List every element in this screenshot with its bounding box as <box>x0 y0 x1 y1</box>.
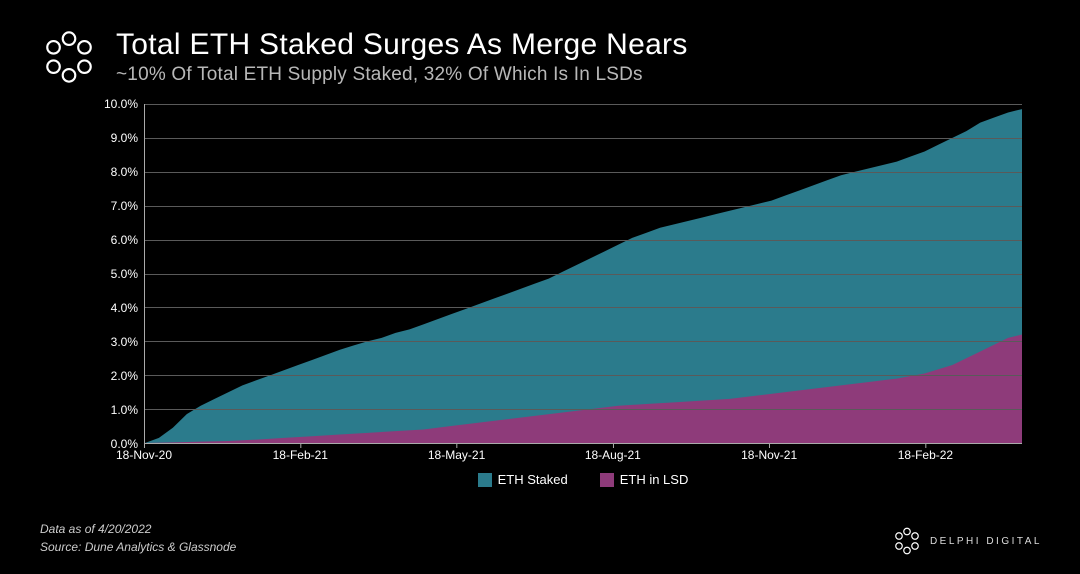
x-tick-label: 18-Aug-21 <box>585 448 641 462</box>
chart-container: Total ETH Staked Surges As Merge Nears ~… <box>0 0 1080 574</box>
brand-lockup: DELPHI DIGITAL <box>892 526 1042 556</box>
y-tick-label: 1.0% <box>111 403 138 417</box>
chart-area: 0.0%1.0%2.0%3.0%4.0%5.0%6.0%7.0%8.0%9.0%… <box>92 104 1022 444</box>
legend-label: ETH Staked <box>498 472 568 487</box>
grid-line <box>145 172 1022 173</box>
chart-title: Total ETH Staked Surges As Merge Nears <box>116 28 1040 62</box>
y-tick-label: 2.0% <box>111 369 138 383</box>
y-tick-label: 8.0% <box>111 165 138 179</box>
x-tick-label: 18-Feb-21 <box>273 448 328 462</box>
titles: Total ETH Staked Surges As Merge Nears ~… <box>116 28 1040 86</box>
x-tick-label: 18-Nov-21 <box>741 448 797 462</box>
grid-line <box>145 409 1022 410</box>
legend-item: ETH in LSD <box>600 472 689 487</box>
footer-attribution: Data as of 4/20/2022 Source: Dune Analyt… <box>40 520 236 556</box>
source: Source: Dune Analytics & Glassnode <box>40 538 236 556</box>
brand-footer-icon <box>892 526 922 556</box>
x-axis: 18-Nov-2018-Feb-2118-May-2118-Aug-2118-N… <box>144 444 1022 470</box>
plot-area <box>144 104 1022 444</box>
chart-subtitle: ~10% Of Total ETH Supply Staked, 32% Of … <box>116 64 1040 86</box>
x-tick-label: 18-Nov-20 <box>116 448 172 462</box>
brand-logo-icon <box>40 28 98 86</box>
legend-swatch <box>478 473 492 487</box>
grid-line <box>145 274 1022 275</box>
x-tick-label: 18-Feb-22 <box>898 448 953 462</box>
grid-line <box>145 240 1022 241</box>
y-tick-label: 4.0% <box>111 301 138 315</box>
y-tick-label: 7.0% <box>111 199 138 213</box>
x-tick-label: 18-May-21 <box>428 448 485 462</box>
header: Total ETH Staked Surges As Merge Nears ~… <box>40 28 1040 86</box>
grid-line <box>145 341 1022 342</box>
legend: ETH Staked ETH in LSD <box>144 472 1022 487</box>
brand-name: DELPHI DIGITAL <box>930 536 1042 547</box>
y-tick-label: 6.0% <box>111 233 138 247</box>
y-tick-label: 3.0% <box>111 335 138 349</box>
legend-label: ETH in LSD <box>620 472 689 487</box>
data-as-of: Data as of 4/20/2022 <box>40 520 236 538</box>
chart: 0.0%1.0%2.0%3.0%4.0%5.0%6.0%7.0%8.0%9.0%… <box>92 104 1022 487</box>
y-axis: 0.0%1.0%2.0%3.0%4.0%5.0%6.0%7.0%8.0%9.0%… <box>92 104 144 444</box>
grid-line <box>145 104 1022 105</box>
y-tick-label: 10.0% <box>104 97 138 111</box>
legend-item: ETH Staked <box>478 472 568 487</box>
grid-line <box>145 307 1022 308</box>
grid-line <box>145 206 1022 207</box>
legend-swatch <box>600 473 614 487</box>
grid-line <box>145 375 1022 376</box>
y-tick-label: 5.0% <box>111 267 138 281</box>
y-tick-label: 9.0% <box>111 131 138 145</box>
grid-line <box>145 138 1022 139</box>
